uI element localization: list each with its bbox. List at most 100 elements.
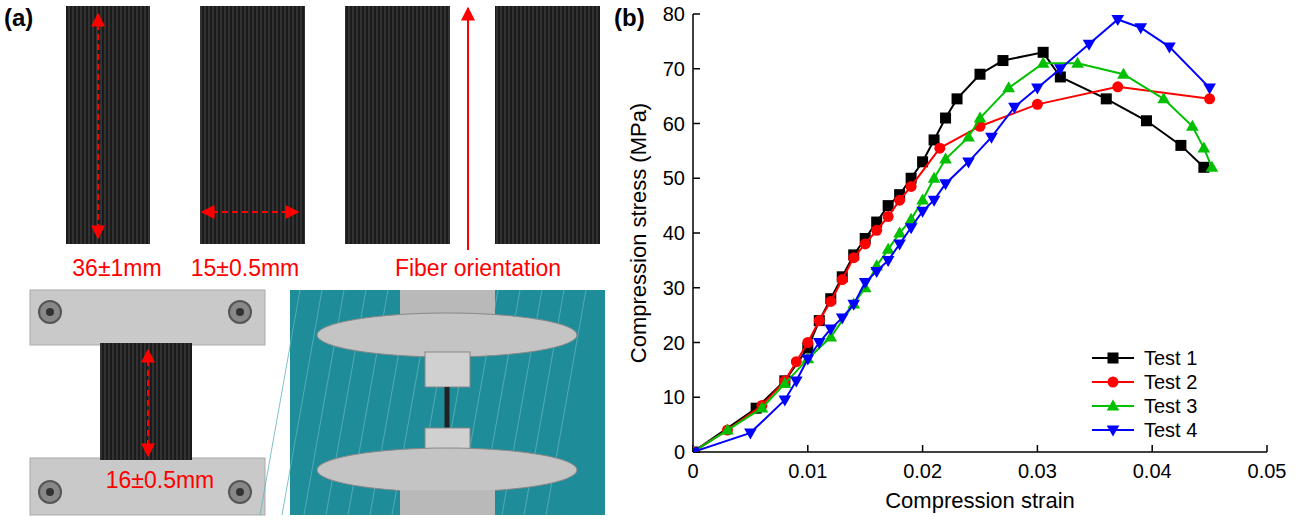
x-tick-label: 0.04 (1133, 460, 1172, 482)
rig-photo (290, 290, 605, 515)
fiber-arrow (467, 8, 469, 250)
panel-b: (b)00.010.020.030.040.050102030405060708… (614, 3, 1286, 513)
screw-hole (236, 308, 244, 316)
rig-post (400, 290, 495, 315)
specimen-photo (345, 6, 450, 244)
plot-area (693, 15, 1218, 452)
fixture-block (30, 458, 265, 515)
y-tick (693, 287, 700, 289)
rig-post (400, 490, 495, 515)
y-tick-label: 10 (663, 386, 685, 408)
rig-grid (260, 290, 300, 515)
data-point (952, 93, 963, 104)
data-point (905, 223, 918, 234)
x-tick (1266, 445, 1268, 452)
data-point (1204, 93, 1215, 104)
data-point (814, 315, 825, 326)
screw-hole (46, 488, 54, 496)
screw (39, 481, 61, 503)
rig-grip (425, 352, 470, 387)
x-tick-label: 0.01 (788, 460, 827, 482)
data-point (985, 133, 998, 144)
data-point (1032, 99, 1043, 110)
data-point (1186, 120, 1199, 131)
rig-grid (282, 290, 322, 515)
data-point (882, 256, 895, 267)
x-tick-label: 0.05 (1248, 460, 1287, 482)
fixture-block (30, 290, 265, 345)
specimen-photo (66, 6, 150, 244)
dimension-label: 36±1mm (72, 255, 161, 281)
data-point (916, 194, 929, 205)
rig-disc (317, 448, 577, 492)
x-tick (1037, 445, 1039, 452)
data-point (1008, 103, 1021, 114)
legend-marker (1107, 399, 1120, 410)
screw (229, 301, 251, 323)
legend-marker (1108, 353, 1119, 364)
data-point (790, 376, 803, 387)
data-point (1134, 23, 1147, 34)
data-point (1083, 40, 1096, 51)
data-point (860, 238, 871, 249)
series-line (693, 19, 1210, 452)
rig-specimen (445, 387, 450, 430)
y-tick-label: 80 (663, 3, 685, 25)
fiber-label: Fiber orientation (395, 255, 561, 281)
data-point (847, 300, 860, 311)
data-point (1206, 161, 1219, 172)
y-tick-label: 50 (663, 167, 685, 189)
data-point (974, 111, 987, 122)
data-point (1101, 93, 1112, 104)
y-axis-title: Compression stress (MPa) (626, 103, 651, 363)
x-tick (807, 445, 809, 452)
data-point (693, 448, 699, 452)
data-point (1002, 81, 1015, 92)
y-tick (693, 232, 700, 234)
dimension-label: 16±0.5mm (106, 467, 215, 493)
data-point (883, 211, 894, 222)
data-point (802, 337, 813, 348)
specimen-photo (100, 343, 192, 460)
specimen-photo (495, 6, 600, 244)
y-tick-label: 30 (663, 277, 685, 299)
screw-hole (236, 488, 244, 496)
length-arrow (97, 14, 99, 238)
series-line (693, 87, 1210, 452)
y-tick-label: 70 (663, 58, 685, 80)
x-axis (693, 451, 1267, 453)
x-tick-label: 0.03 (1018, 460, 1057, 482)
panel-a: (a)36±1mm15±0.5mmFiber orientation16±0.5… (4, 4, 605, 515)
data-point (1175, 140, 1186, 151)
panel-label: (b) (614, 4, 645, 31)
data-point (940, 113, 951, 124)
data-point (1112, 81, 1123, 92)
data-point (928, 196, 941, 207)
figure: (a)36±1mm15±0.5mmFiber orientation16±0.5… (0, 0, 1298, 520)
legend: Test 1Test 2Test 3Test 4 (1092, 347, 1197, 441)
data-point (1038, 47, 1049, 58)
data-point (779, 377, 792, 388)
data-point (928, 172, 941, 183)
data-point (779, 396, 792, 407)
data-point (744, 428, 757, 439)
data-point (1203, 84, 1216, 95)
data-point (836, 313, 849, 324)
data-point (1111, 15, 1124, 26)
data-point (939, 179, 952, 190)
y-tick (693, 397, 700, 399)
data-point (916, 207, 929, 218)
data-point (1031, 84, 1044, 95)
data-point (1198, 142, 1211, 153)
data-point (791, 356, 802, 367)
data-point (1054, 64, 1067, 75)
gauge-arrow (147, 350, 149, 456)
legend-marker (1108, 377, 1119, 388)
legend-marker (1107, 426, 1120, 437)
data-point (848, 252, 859, 263)
y-tick (693, 68, 700, 70)
data-point (859, 278, 872, 289)
data-point (870, 267, 883, 278)
y-tick (693, 178, 700, 180)
data-point (824, 324, 837, 335)
